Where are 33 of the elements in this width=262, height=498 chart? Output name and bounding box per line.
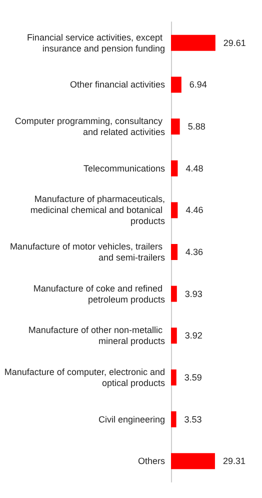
data-label: 5.88 (188, 122, 206, 132)
data-label: 3.59 (184, 372, 202, 382)
y-tick-label: Telecommunications (83, 163, 166, 174)
y-tick-label: Others (138, 456, 166, 466)
bar (171, 411, 176, 428)
bar (171, 34, 216, 51)
bar (171, 328, 177, 344)
data-label: 3.92 (184, 330, 202, 341)
data-label: 4.48 (186, 163, 204, 174)
y-tick-label: Computer programming, consultancy and related activities (14, 116, 166, 138)
data-label: 3.93 (184, 288, 202, 299)
data-label: 6.94 (189, 80, 207, 90)
bar (171, 202, 178, 218)
y-tick-label: Financial service activities, except insurance and pension funding (26, 32, 165, 54)
y-tick-label: Manufacture of pharmaceuticals,medicinal chemical and botanical products (30, 194, 166, 226)
data-label: 29.31 (222, 456, 246, 466)
bar (171, 118, 180, 135)
y-tick-label: Manufacture of motor vehicles, trailers and semi-trailers (10, 242, 166, 262)
bar (171, 369, 176, 386)
bar (171, 286, 177, 302)
y-tick-label: Civil engineering (98, 414, 165, 424)
bar (171, 453, 215, 470)
y-tick-label: Manufacture of other non-metallic mineral products (28, 325, 166, 346)
data-label: 29.61 (223, 38, 246, 48)
data-label: 4.36 (186, 247, 204, 257)
data-label: 4.46 (186, 205, 204, 216)
y-tick-label: Other financial activities (70, 80, 166, 90)
data-label: 3.53 (184, 414, 202, 424)
y-tick-label: Manufacture of coke and refined petroleum products (33, 283, 166, 304)
bar (171, 76, 182, 93)
bar (171, 160, 178, 176)
y-tick-label: Manufacture of computer, electronic and optical products (4, 366, 166, 388)
bar (171, 244, 178, 260)
